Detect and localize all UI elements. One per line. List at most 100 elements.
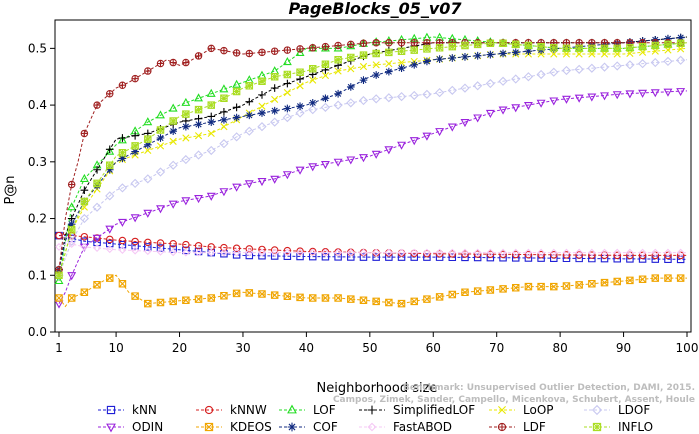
series-point [195, 52, 202, 60]
series-point [359, 51, 368, 59]
series-point [79, 213, 89, 224]
series-point [397, 58, 406, 67]
series-point [270, 248, 279, 257]
series-point [79, 173, 89, 182]
x-axis-label: Neighborhood size [317, 381, 438, 396]
series-point [131, 147, 139, 156]
series-point [499, 39, 507, 48]
series-point [207, 248, 216, 257]
series-point [549, 67, 559, 77]
series-point [549, 97, 559, 106]
series-point [207, 248, 215, 257]
watermark-line: Campos, Zimek, Sander, Campello, Micenko… [333, 395, 695, 405]
series-point [511, 248, 520, 257]
series-point [321, 94, 330, 103]
series-point [575, 251, 583, 259]
series-point [423, 253, 431, 261]
series-point [131, 75, 139, 82]
series-point [155, 167, 166, 177]
series-ldf [55, 38, 687, 274]
series-point [448, 290, 457, 299]
series-point [270, 84, 279, 92]
series-point [246, 50, 253, 57]
legend-label: FastABOD [393, 420, 452, 434]
series-point [308, 163, 318, 172]
series-point [485, 109, 495, 119]
series-point [105, 145, 114, 154]
series-point [143, 247, 152, 256]
series-point [207, 118, 216, 126]
series-point [270, 66, 280, 75]
series-point [193, 150, 204, 160]
series-point [206, 88, 216, 97]
series-point [473, 248, 482, 257]
series-cof [55, 33, 688, 274]
series-point [270, 291, 279, 299]
series-point [321, 248, 330, 257]
series-line [58, 36, 688, 282]
series-point [511, 284, 520, 292]
series-point [168, 103, 178, 112]
series-point [537, 282, 545, 291]
series-point [245, 97, 254, 106]
series-point [367, 405, 377, 415]
series-point [220, 116, 228, 124]
series-point [651, 41, 660, 50]
legend-item: COF [279, 420, 338, 434]
series-point [346, 248, 355, 257]
x-tick-label: 10 [108, 341, 123, 355]
x-tick-label: 30 [235, 341, 250, 355]
series-point [232, 248, 241, 257]
series-point [334, 248, 343, 257]
series-point [448, 248, 457, 257]
series-point [588, 251, 596, 259]
series-point [397, 64, 406, 73]
series-point [511, 74, 521, 84]
series-point [321, 248, 330, 256]
series-point [131, 246, 140, 255]
series-point [385, 298, 393, 307]
series-point [232, 244, 241, 253]
series-line [58, 47, 688, 276]
series-point [55, 294, 63, 302]
series-point [549, 248, 558, 257]
series-point [308, 247, 317, 256]
series-point [105, 161, 114, 169]
series-point [282, 112, 292, 123]
x-tick-label: 80 [552, 341, 567, 355]
series-point [308, 248, 317, 257]
series-point [220, 94, 228, 103]
series-point [346, 41, 356, 50]
series-point [321, 252, 330, 261]
series-point [296, 248, 305, 257]
series-point [524, 248, 533, 257]
y-tick-label: 0.4 [28, 98, 47, 112]
series-point [194, 120, 203, 129]
series-point [334, 89, 342, 98]
series-point [144, 299, 152, 308]
series-point [67, 220, 76, 229]
series-point [347, 41, 354, 48]
series-point [448, 54, 457, 62]
series-point [397, 248, 406, 257]
series-point [537, 250, 545, 259]
series-point [499, 248, 508, 257]
series-point [473, 51, 482, 60]
series-point [346, 83, 355, 91]
series-point [550, 282, 558, 291]
series-point [232, 87, 241, 96]
series-point [156, 134, 165, 142]
series-point [372, 49, 380, 58]
series-point [206, 145, 216, 156]
series-point [638, 89, 648, 98]
series-point [118, 134, 127, 142]
series-point [169, 137, 177, 145]
series-point [537, 42, 545, 51]
series-point [156, 298, 165, 307]
series-point [562, 95, 571, 104]
series-point [536, 69, 546, 80]
series-point [461, 41, 469, 50]
series-point [80, 197, 89, 206]
series-point [219, 139, 229, 149]
series-point [54, 300, 64, 309]
